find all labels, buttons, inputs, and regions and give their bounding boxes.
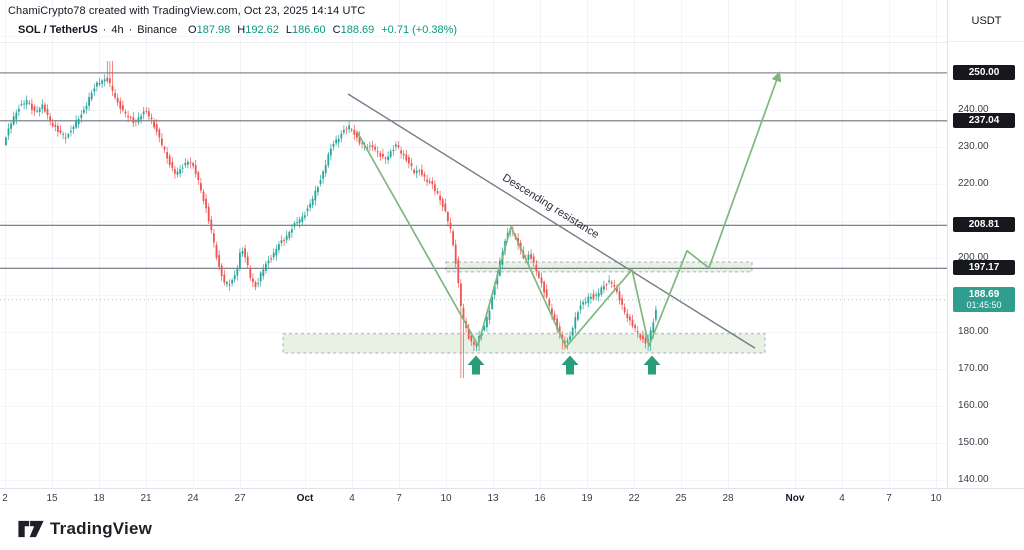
price-tick-label: 200.00 xyxy=(958,251,989,263)
time-tick-label: 4 xyxy=(839,493,845,504)
exchange-label: Binance xyxy=(137,24,178,36)
interval-label[interactable]: 4h xyxy=(111,24,124,36)
up-arrow-marker[interactable] xyxy=(643,355,661,375)
price-tick-label: 220.00 xyxy=(958,177,989,189)
price-tick-label: 160.00 xyxy=(958,399,989,411)
current-price-value: 188.69 xyxy=(968,288,1000,300)
time-month-label: Nov xyxy=(785,493,805,504)
low-value: 186.60 xyxy=(291,24,326,36)
gridlines xyxy=(0,0,947,488)
time-tick-label: 16 xyxy=(534,493,546,504)
time-tick-label: 4 xyxy=(349,493,355,504)
open-label: O xyxy=(188,24,197,36)
tradingview-logo-text: TradingView xyxy=(50,519,153,538)
trendline-label[interactable]: Descending resistance xyxy=(500,172,601,241)
time-tick-label: 21 xyxy=(140,493,152,504)
price-chart[interactable]: Descending resistance xyxy=(0,0,947,488)
time-tick-label: 7 xyxy=(886,493,892,504)
high-label: H xyxy=(237,24,246,36)
up-arrow-marker[interactable] xyxy=(561,355,579,375)
symbol-header: SOL / TetherUS · 4h · Binance O187.98 H1… xyxy=(18,24,457,36)
tradingview-logo-icon xyxy=(18,520,44,538)
time-tick-label: 7 xyxy=(396,493,402,504)
price-tick-label: 170.00 xyxy=(958,362,989,374)
time-tick-label: 25 xyxy=(675,493,687,504)
symbol-name[interactable]: SOL / TetherUS xyxy=(18,24,98,36)
time-month-label: Oct xyxy=(296,493,314,504)
time-tick-label: 2 xyxy=(2,493,8,504)
header-divider xyxy=(0,42,1024,43)
high-value: 192.62 xyxy=(245,24,279,36)
close-label: C xyxy=(332,24,341,36)
attribution-text: ChamiCrypto78 created with TradingView.c… xyxy=(8,5,366,17)
price-tick-label: 150.00 xyxy=(958,436,989,448)
time-tick-label: 28 xyxy=(722,493,734,504)
separator-dot: · xyxy=(102,24,107,36)
footer-bar: TradingView xyxy=(0,510,1024,550)
resistance-zone[interactable] xyxy=(445,261,753,273)
price-tick-label: 180.00 xyxy=(958,325,989,337)
time-tick-label: 10 xyxy=(440,493,452,504)
price-level-badge: 208.81 xyxy=(953,217,1015,233)
time-tick-label: 24 xyxy=(187,493,199,504)
time-tick-label: 13 xyxy=(487,493,499,504)
separator-dot: · xyxy=(128,24,133,36)
time-tick-label: 15 xyxy=(46,493,58,504)
price-level-badge: 250.00 xyxy=(953,64,1015,80)
time-tick-label: 27 xyxy=(234,493,246,504)
candles xyxy=(5,61,657,379)
price-level-badge: 197.17 xyxy=(953,260,1015,276)
open-value: 187.98 xyxy=(196,24,231,36)
quote-currency-label[interactable]: USDT xyxy=(948,0,1024,42)
time-tick-label: 19 xyxy=(581,493,593,504)
time-tick-label: 18 xyxy=(93,493,105,504)
current-price-badge: 188.69 01:45:50 xyxy=(953,286,1015,312)
close-value: 188.69 xyxy=(340,24,375,36)
support-zone[interactable] xyxy=(282,333,766,354)
price-tick-label: 140.00 xyxy=(958,473,989,485)
time-tick-label: 22 xyxy=(628,493,640,504)
price-tick-label: 230.00 xyxy=(958,140,989,152)
time-axis[interactable]: 2 15 18 21 24 27 Oct 4 7 10 13 16 19 22 25 28 Nov 4 7 10 xyxy=(0,488,1024,512)
low-label: L xyxy=(285,24,292,36)
price-axis[interactable]: USDT 240.00 230.00 220.00 200.00 180.00 170.0… xyxy=(947,0,1024,510)
projection-path[interactable] xyxy=(356,71,782,348)
up-arrow-marker[interactable] xyxy=(467,355,485,375)
change-value: +0.71 (+0.38%) xyxy=(381,24,458,36)
descending-trendline[interactable] xyxy=(347,93,756,349)
price-level-badge: 237.04 xyxy=(953,112,1015,128)
bar-countdown: 01:45:50 xyxy=(966,299,1002,310)
tradingview-logo[interactable]: TradingView xyxy=(18,519,152,539)
price-tick-label: 240.00 xyxy=(958,103,989,115)
time-tick-label: 10 xyxy=(930,493,942,504)
ohlc-values: O187.98 H192.62 L186.60 C188.69 xyxy=(188,24,374,36)
